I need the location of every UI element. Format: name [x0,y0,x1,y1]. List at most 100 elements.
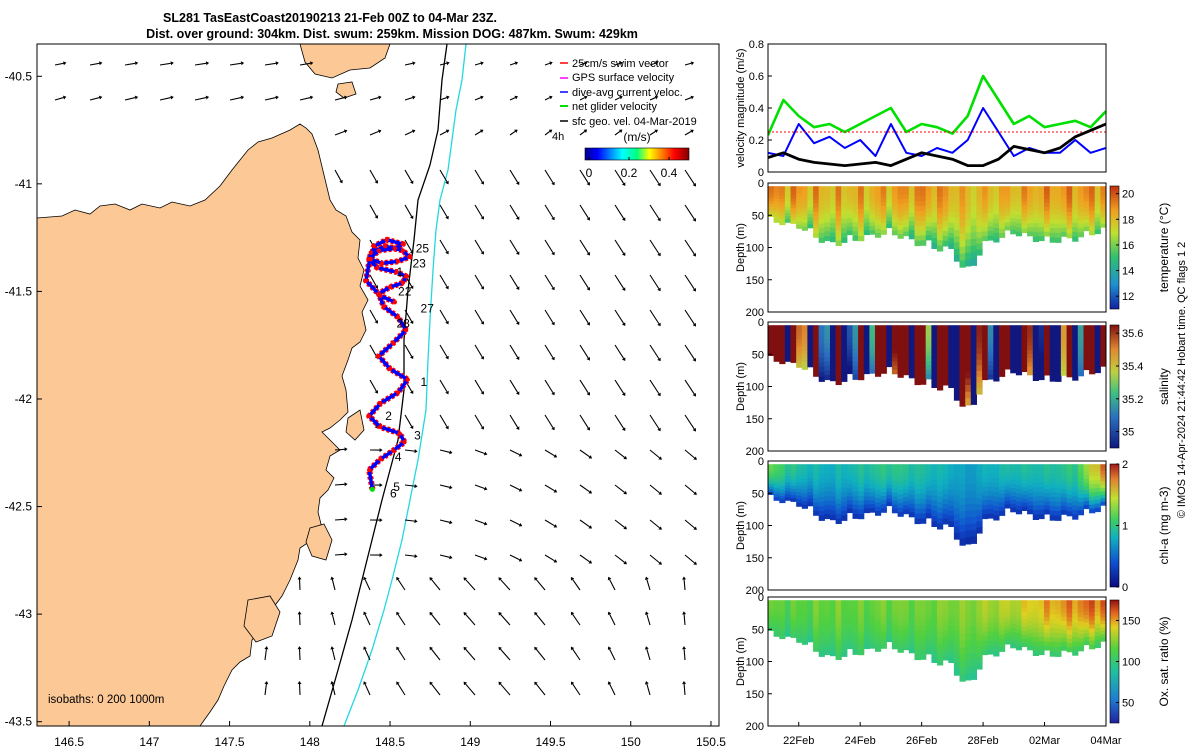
section-cell [880,325,887,330]
section-cell [976,657,983,664]
day-label: 3 [414,429,421,443]
section-cell [824,195,831,201]
section-cell [779,483,786,488]
section-cell [1010,225,1017,231]
section-cell [948,631,955,638]
field-arrowhead [682,576,687,580]
section-cell [953,612,961,620]
field-arrowhead [409,250,414,255]
field-arrowhead [586,392,590,396]
section-cell [959,613,966,621]
section-cell [835,379,842,385]
section-cell [768,327,775,331]
section-cell [1027,223,1034,228]
section-cell [953,229,961,237]
section-cell [880,628,887,633]
section-cell [869,616,876,621]
section-cell [987,600,994,606]
section-cell [987,352,994,358]
section-cell [965,239,972,247]
section-cell [768,617,775,621]
field-arrow [404,484,415,487]
section-cell [1060,215,1068,221]
section-cell [790,220,797,224]
section-cell [987,640,994,646]
section-cell [858,199,865,205]
section-cell [813,350,820,356]
section-cell [1089,508,1096,514]
section-cell [903,190,910,195]
section-cell [1066,359,1073,365]
section-cell [1015,362,1023,367]
colorbar-tick-label: 150 [1122,616,1140,628]
section-cell [858,491,865,497]
section-cell [1004,325,1011,330]
section-cell [1055,628,1062,634]
section-cell [863,325,870,330]
section-cell [937,480,944,487]
section-cell [987,190,994,196]
section-cell [796,196,803,201]
section-cell [925,473,932,479]
section-cell [1049,190,1056,197]
section-cell [886,484,893,489]
section-cell [869,604,876,609]
section-cell [1066,199,1073,204]
section-cell [908,635,915,641]
section-cell [880,329,887,334]
section-cell [801,633,808,638]
field-arrowhead [682,611,687,615]
field-arrowhead [623,490,627,495]
field-arrowhead [480,95,484,100]
section-cell [987,334,994,340]
section-cell [1100,494,1106,499]
section-cell [1015,333,1023,339]
section-cell [965,371,972,379]
section-cell [858,352,865,358]
section-cell [920,610,927,616]
section-cell [784,216,792,220]
section-cell [790,195,797,200]
field-arrow [124,97,136,101]
section-cell [784,349,792,353]
section-cell [948,615,955,622]
section-cell [914,374,921,381]
section-cell [937,197,944,203]
section-cell [931,325,938,331]
section-cell [790,495,797,499]
swim-vector-point [397,431,402,436]
field-arrowhead [98,95,103,100]
field-arrowhead [379,553,383,558]
section-cell [880,468,887,473]
section-cell [1049,195,1056,201]
section-cell [914,518,921,525]
section-cell [970,626,977,634]
section-cell [953,356,961,364]
section-cell [1032,329,1039,335]
section-cell [1044,337,1051,343]
section-cell [807,624,814,629]
section-cell [970,325,977,333]
section-cell [959,497,966,506]
section-cell [891,198,899,203]
section-cell [891,636,899,642]
section-cell [835,649,842,656]
section-cell [1049,482,1056,489]
section-cell [948,227,955,234]
section-cell [886,488,893,493]
section-cell [807,352,814,357]
section-cell [869,464,876,469]
section-cell [830,329,837,335]
section-cell [1100,338,1106,343]
section-cell [993,464,1000,470]
section-cell [1100,196,1106,201]
field-arrowhead [483,556,488,561]
section-cell [970,646,977,654]
section-cell [1010,352,1017,358]
section-cell [937,346,944,353]
swim-vector-point [368,250,373,255]
section-cell [903,608,910,614]
section-cell [841,600,848,606]
section-cell [1072,641,1079,647]
section-cell [1094,333,1101,338]
